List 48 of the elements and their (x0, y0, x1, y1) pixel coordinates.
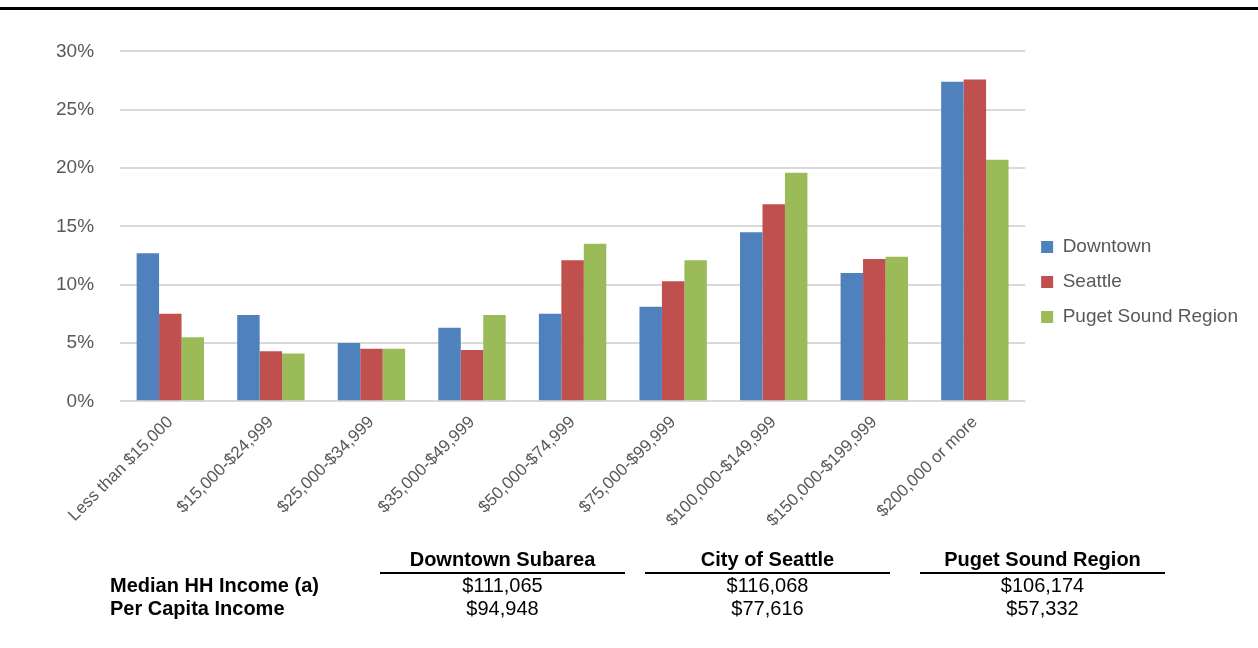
bar (360, 348, 383, 401)
bar (460, 349, 484, 401)
legend-label: Seattle (1062, 270, 1122, 292)
text: $57,332 (1005, 597, 1080, 620)
bar (885, 256, 908, 401)
bar (684, 260, 707, 401)
bar (986, 159, 1009, 401)
bar (840, 273, 864, 401)
text: $111,065 (461, 574, 544, 597)
y-tick-label: 30% (56, 39, 95, 61)
text: Median HH Income (a) (110, 574, 320, 597)
text: $94,948 (465, 597, 540, 620)
text: Downtown Subarea (380, 548, 625, 574)
bar (661, 281, 685, 401)
y-tick-label: 20% (56, 156, 95, 178)
bar (784, 172, 808, 401)
bar (259, 351, 283, 401)
bar (639, 306, 662, 401)
bar (863, 259, 886, 401)
legend-label: Downtown (1062, 235, 1152, 257)
bar (538, 313, 562, 401)
bar (159, 313, 182, 401)
text: $116,068 (725, 574, 810, 597)
bar (282, 353, 305, 401)
bar (382, 348, 406, 401)
bar (136, 253, 160, 401)
bar (483, 314, 506, 401)
y-tick-label: 0% (66, 389, 95, 411)
text: Puget Sound Region (920, 548, 1165, 574)
bar (762, 204, 785, 401)
bar (963, 79, 987, 401)
text: Per Capita Income (110, 597, 286, 620)
text: $77,616 (730, 597, 805, 620)
y-tick-label: 25% (56, 97, 95, 119)
bar (941, 81, 964, 401)
text: City of Seattle (645, 548, 890, 574)
bar (561, 260, 584, 401)
y-tick-label: 10% (56, 272, 95, 294)
bar (740, 232, 763, 401)
y-tick-label: 15% (56, 214, 95, 236)
text: $106,174 (999, 574, 1086, 597)
legend-label: Puget Sound Region (1062, 305, 1239, 327)
bar (583, 243, 607, 401)
bar (438, 327, 461, 401)
y-tick-label: 5% (66, 331, 95, 353)
bar (237, 314, 260, 401)
bar (181, 337, 204, 401)
bar (337, 342, 361, 401)
